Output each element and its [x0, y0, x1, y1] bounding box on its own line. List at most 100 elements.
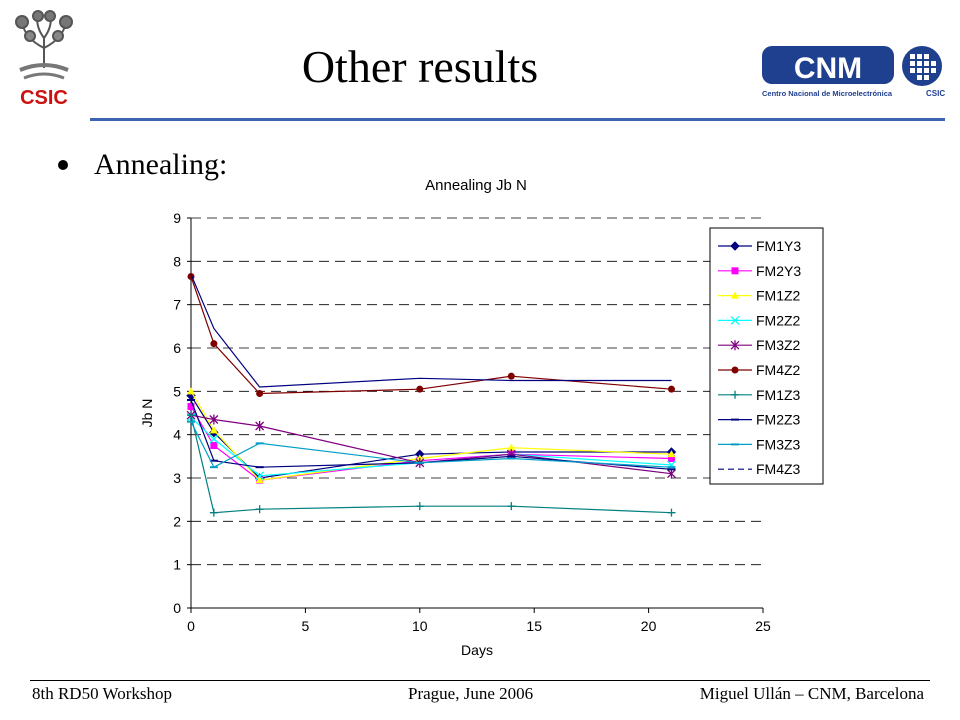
legend: FM1Y3 FM2Y3 FM1Z2 FM2Z2 FM3Z2 FM4Z2 FM1Z3 FM2Z3…	[709, 227, 824, 485]
data-point	[416, 385, 424, 393]
series-line	[190, 415, 672, 514]
csic-logo: CSIC	[15, 10, 73, 108]
data-point	[210, 442, 218, 449]
plot-area	[191, 218, 763, 608]
bullet-dot-icon	[58, 160, 68, 170]
footer-rule	[30, 680, 930, 681]
series-line	[190, 406, 672, 481]
legend-label: FM3Z3	[756, 436, 801, 452]
cnm-logo: CNM Centro Nacional de Microelectrónica …	[762, 46, 945, 98]
footer-author: Miguel Ullán – CNM, Barcelona	[699, 684, 924, 703]
data-point	[256, 390, 264, 397]
y-axis-label: Jb N	[139, 399, 155, 428]
x-tick-label: 10	[412, 618, 428, 634]
x-tick-label: 20	[641, 618, 657, 634]
data-point	[255, 505, 264, 514]
legend-item: FM2Z3	[718, 412, 801, 428]
legend-item: FM1Y3	[718, 238, 801, 254]
series-line	[190, 276, 672, 395]
y-tick-label: 8	[173, 253, 181, 269]
chart-title: Annealing Jb N	[425, 177, 527, 194]
data-point	[209, 414, 219, 425]
series-fm1z3	[187, 411, 676, 517]
slide-title: Other results	[301, 41, 539, 92]
legend-item: FM1Z2	[718, 288, 801, 304]
data-point	[209, 508, 218, 517]
y-tick-label: 9	[173, 210, 181, 226]
legend-label: FM4Z2	[756, 362, 801, 378]
legend-item: FM3Z3	[718, 436, 801, 452]
legend-marker	[731, 366, 739, 374]
data-point	[255, 421, 265, 431]
bullet-text: Annealing:	[94, 148, 228, 181]
data-point	[415, 502, 424, 511]
legend-label: FM3Z2	[756, 337, 801, 353]
data-point	[187, 387, 195, 395]
x-tick-label: 5	[302, 618, 310, 634]
data-point	[209, 426, 218, 434]
cnm-logo-text: CNM	[794, 52, 862, 85]
cnm-subtitle: Centro Nacional de Microelectrónica	[762, 89, 893, 98]
x-tick-label: 25	[755, 618, 771, 634]
y-tick-label: 6	[173, 340, 181, 356]
legend-item: FM4Z3	[718, 461, 801, 477]
footer-date: Prague, June 2006	[408, 684, 534, 703]
legend-marker	[731, 390, 739, 399]
legend-marker	[730, 315, 740, 325]
legend-label: FM1Z2	[756, 288, 801, 304]
x-tick-label: 15	[526, 618, 542, 634]
legend-marker	[730, 340, 740, 351]
data-point	[187, 411, 195, 420]
series-fm4z2	[187, 273, 675, 397]
data-point	[667, 385, 675, 393]
csic-logo-text: CSIC	[20, 87, 68, 108]
data-point	[667, 508, 676, 517]
series-line	[190, 421, 672, 469]
legend-label: FM4Z3	[756, 461, 801, 477]
data-point	[507, 372, 515, 380]
series-line	[190, 414, 672, 475]
legend-label: FM2Z3	[756, 412, 801, 428]
data-point	[209, 434, 219, 444]
legend-item: FM1Z3	[718, 387, 801, 403]
x-axis-label: Days	[461, 642, 493, 658]
y-tick-label: 5	[173, 383, 181, 399]
y-tick-label: 7	[173, 297, 181, 313]
y-tick-label: 1	[173, 557, 181, 573]
legend-label: FM1Z3	[756, 387, 801, 403]
legend-item: FM2Y3	[718, 263, 801, 279]
x-tick-label: 0	[187, 618, 195, 634]
y-tick-label: 4	[173, 427, 181, 443]
legend-marker	[731, 267, 739, 275]
data-point	[507, 443, 516, 451]
data-point	[667, 468, 676, 479]
data-point	[187, 403, 195, 410]
cnm-csic-text: CSIC	[926, 89, 945, 98]
footer-workshop: 8th RD50 Workshop	[32, 684, 172, 703]
data-point	[255, 476, 264, 484]
legend-label: FM1Y3	[756, 238, 801, 254]
legend-item: FM3Z2	[718, 337, 801, 353]
legend-label: FM2Y3	[756, 263, 801, 279]
y-tick-label: 2	[173, 513, 181, 529]
series-line	[190, 274, 672, 388]
series-fm4z3	[190, 274, 672, 388]
data-point	[667, 450, 676, 458]
bullet-item: Annealing:	[58, 148, 227, 182]
data-point	[667, 455, 675, 462]
legend-label: FM2Z2	[756, 312, 801, 328]
series-line	[190, 395, 672, 479]
chip-sphere-icon	[902, 46, 942, 86]
legend-marker	[730, 241, 740, 251]
legend-item: FM2Z2	[718, 312, 801, 328]
series-line	[190, 399, 672, 470]
data-point	[210, 340, 218, 348]
title-rule	[90, 118, 945, 121]
legend-marker	[731, 291, 739, 299]
data-point	[507, 502, 516, 511]
data-point	[255, 471, 265, 481]
tree-emblem-icon	[15, 10, 73, 80]
series-fm3z3	[187, 420, 676, 469]
y-tick-label: 0	[173, 600, 181, 616]
